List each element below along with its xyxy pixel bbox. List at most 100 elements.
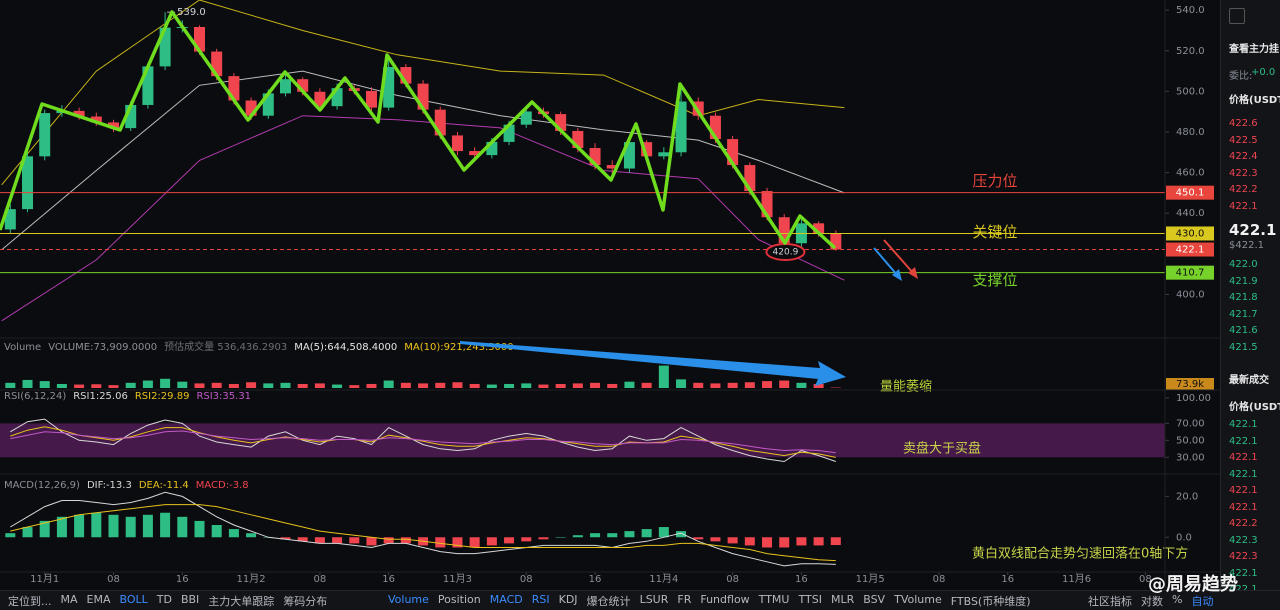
volume-bar	[194, 383, 204, 388]
volume-bar	[280, 383, 290, 388]
toolbar-item[interactable]: RSI	[532, 593, 550, 609]
toolbar-item[interactable]: 定位到...	[8, 593, 52, 609]
legend-entry: DIF:-13.3	[87, 480, 132, 491]
toolbar-item[interactable]: Position	[438, 593, 481, 609]
volume-bar	[401, 383, 411, 388]
macd-bar	[74, 515, 84, 537]
volume-bar	[5, 383, 15, 388]
macd-bar	[126, 517, 136, 537]
macd-bar	[435, 537, 445, 547]
macd-bar	[779, 537, 789, 547]
toolbar-item[interactable]: TTMU	[759, 593, 790, 609]
volume-bar	[143, 381, 153, 388]
x-tick-label: 11月1	[30, 573, 59, 585]
macd-bar	[693, 537, 703, 539]
y-tick-label: 520.0	[1176, 46, 1205, 57]
x-tick-label: 16	[795, 574, 808, 585]
trade-price: 422.1	[1229, 485, 1258, 496]
x-tick-label: 11月4	[649, 573, 678, 585]
macd-bar	[814, 537, 824, 545]
toolbar-item[interactable]: BBI	[181, 593, 199, 609]
watermark: @周易趋势	[1148, 570, 1238, 596]
macd-bar	[538, 537, 548, 539]
bid-price: 421.5	[1229, 342, 1258, 353]
volume-bar	[332, 385, 342, 388]
macd-bar	[177, 517, 187, 537]
toolbar-item[interactable]: TD	[157, 593, 172, 609]
macd-bar	[607, 533, 617, 537]
rsi-band	[0, 423, 1165, 457]
toolbar-item[interactable]: Fundflow	[700, 593, 749, 609]
macd-bar	[556, 537, 566, 538]
volume-bar	[126, 383, 136, 388]
x-tick-label: 08	[726, 574, 739, 585]
trade-price: 422.1	[1229, 436, 1258, 447]
toolbar-item[interactable]: TVolume	[894, 593, 942, 609]
volume-bar	[590, 383, 600, 388]
macd-bar	[796, 537, 806, 545]
toolbar-item[interactable]: EMA	[87, 593, 111, 609]
volume-bar	[607, 384, 617, 388]
trades-header: 价格(USDT)	[1229, 398, 1280, 413]
toolbar-item[interactable]: 社区指标	[1088, 593, 1132, 609]
macd-bar	[160, 513, 170, 538]
volume-bar	[504, 384, 514, 388]
trade-price: 422.1	[1229, 452, 1258, 463]
macd-bar	[659, 527, 669, 537]
volume-bar	[315, 383, 325, 388]
toolbar-item[interactable]: MA	[61, 593, 78, 609]
legend-entry: RSI2:29.89	[135, 391, 190, 402]
menu-icon[interactable]	[1229, 8, 1245, 24]
x-tick-label: 16	[589, 574, 602, 585]
level-value: 430.0	[1176, 228, 1205, 239]
bid-price: 421.8	[1229, 292, 1258, 303]
toolbar-item[interactable]: LSUR	[640, 593, 669, 609]
volume-bar	[246, 382, 256, 388]
order-book-title[interactable]: 查看主力挂	[1229, 40, 1279, 55]
trade-price: 422.1	[1229, 419, 1258, 430]
last-price-usd: $422.1	[1229, 240, 1264, 251]
x-tick-label: 16	[176, 574, 189, 585]
macd-bar	[91, 513, 101, 538]
toolbar-item[interactable]: 筹码分布	[283, 593, 327, 609]
legend-entry: RSI1:25.06	[73, 391, 128, 402]
annotation-note: 卖盘大于买盘	[903, 441, 981, 457]
ask-price: 422.4	[1229, 151, 1258, 162]
volume-bar	[676, 379, 686, 388]
toolbar-item[interactable]: 主力大单跟踪	[208, 593, 274, 609]
toolbar-main: 定位到... MA EMA BOLL TD BBI 主力大单跟踪筹码分布	[8, 593, 327, 609]
volume-bar	[91, 384, 101, 388]
toolbar-item[interactable]: BOLL	[119, 593, 147, 609]
toolbar-item[interactable]: MACD	[490, 593, 523, 609]
volume-bar	[435, 383, 445, 388]
macd-bar	[143, 515, 153, 537]
x-tick-label: 08	[314, 574, 327, 585]
volume-bar	[57, 384, 67, 388]
volume-bar	[366, 384, 376, 388]
toolbar-item[interactable]: FR	[677, 593, 691, 609]
volume-bar	[779, 381, 789, 388]
price-header: 价格(USDT	[1229, 91, 1280, 106]
annotation-note: 黄白双线配合走势匀速回落在0轴下方	[972, 546, 1188, 562]
volume-bar	[212, 383, 222, 388]
toolbar-item[interactable]: BSV	[863, 593, 885, 609]
trade-price: 422.1	[1229, 469, 1258, 480]
y-tick-label: 50.00	[1176, 435, 1205, 446]
volume-bar	[418, 383, 428, 388]
toolbar-item[interactable]: Volume	[388, 593, 429, 609]
ask-price: 422.1	[1229, 201, 1258, 212]
toolbar-item[interactable]: 爆仓统计	[587, 593, 631, 609]
toolbar-item[interactable]: TTSI	[798, 593, 821, 609]
level-label: 支撑位	[972, 271, 1017, 289]
annotation-label: 420.9	[773, 247, 799, 257]
y-tick-label: 70.00	[1176, 418, 1205, 429]
macd-bar	[745, 537, 755, 545]
ratio-label: 委比:	[1229, 67, 1252, 82]
macd-bar	[831, 537, 841, 545]
annotation-note: 量能萎缩	[880, 379, 932, 395]
toolbar-item[interactable]: FTBS(币种维度)	[951, 593, 1031, 609]
ask-price: 422.5	[1229, 135, 1258, 146]
toolbar-item[interactable]: MLR	[831, 593, 854, 609]
toolbar-item[interactable]: KDJ	[559, 593, 578, 609]
y-tick-label: 500.0	[1176, 86, 1205, 97]
